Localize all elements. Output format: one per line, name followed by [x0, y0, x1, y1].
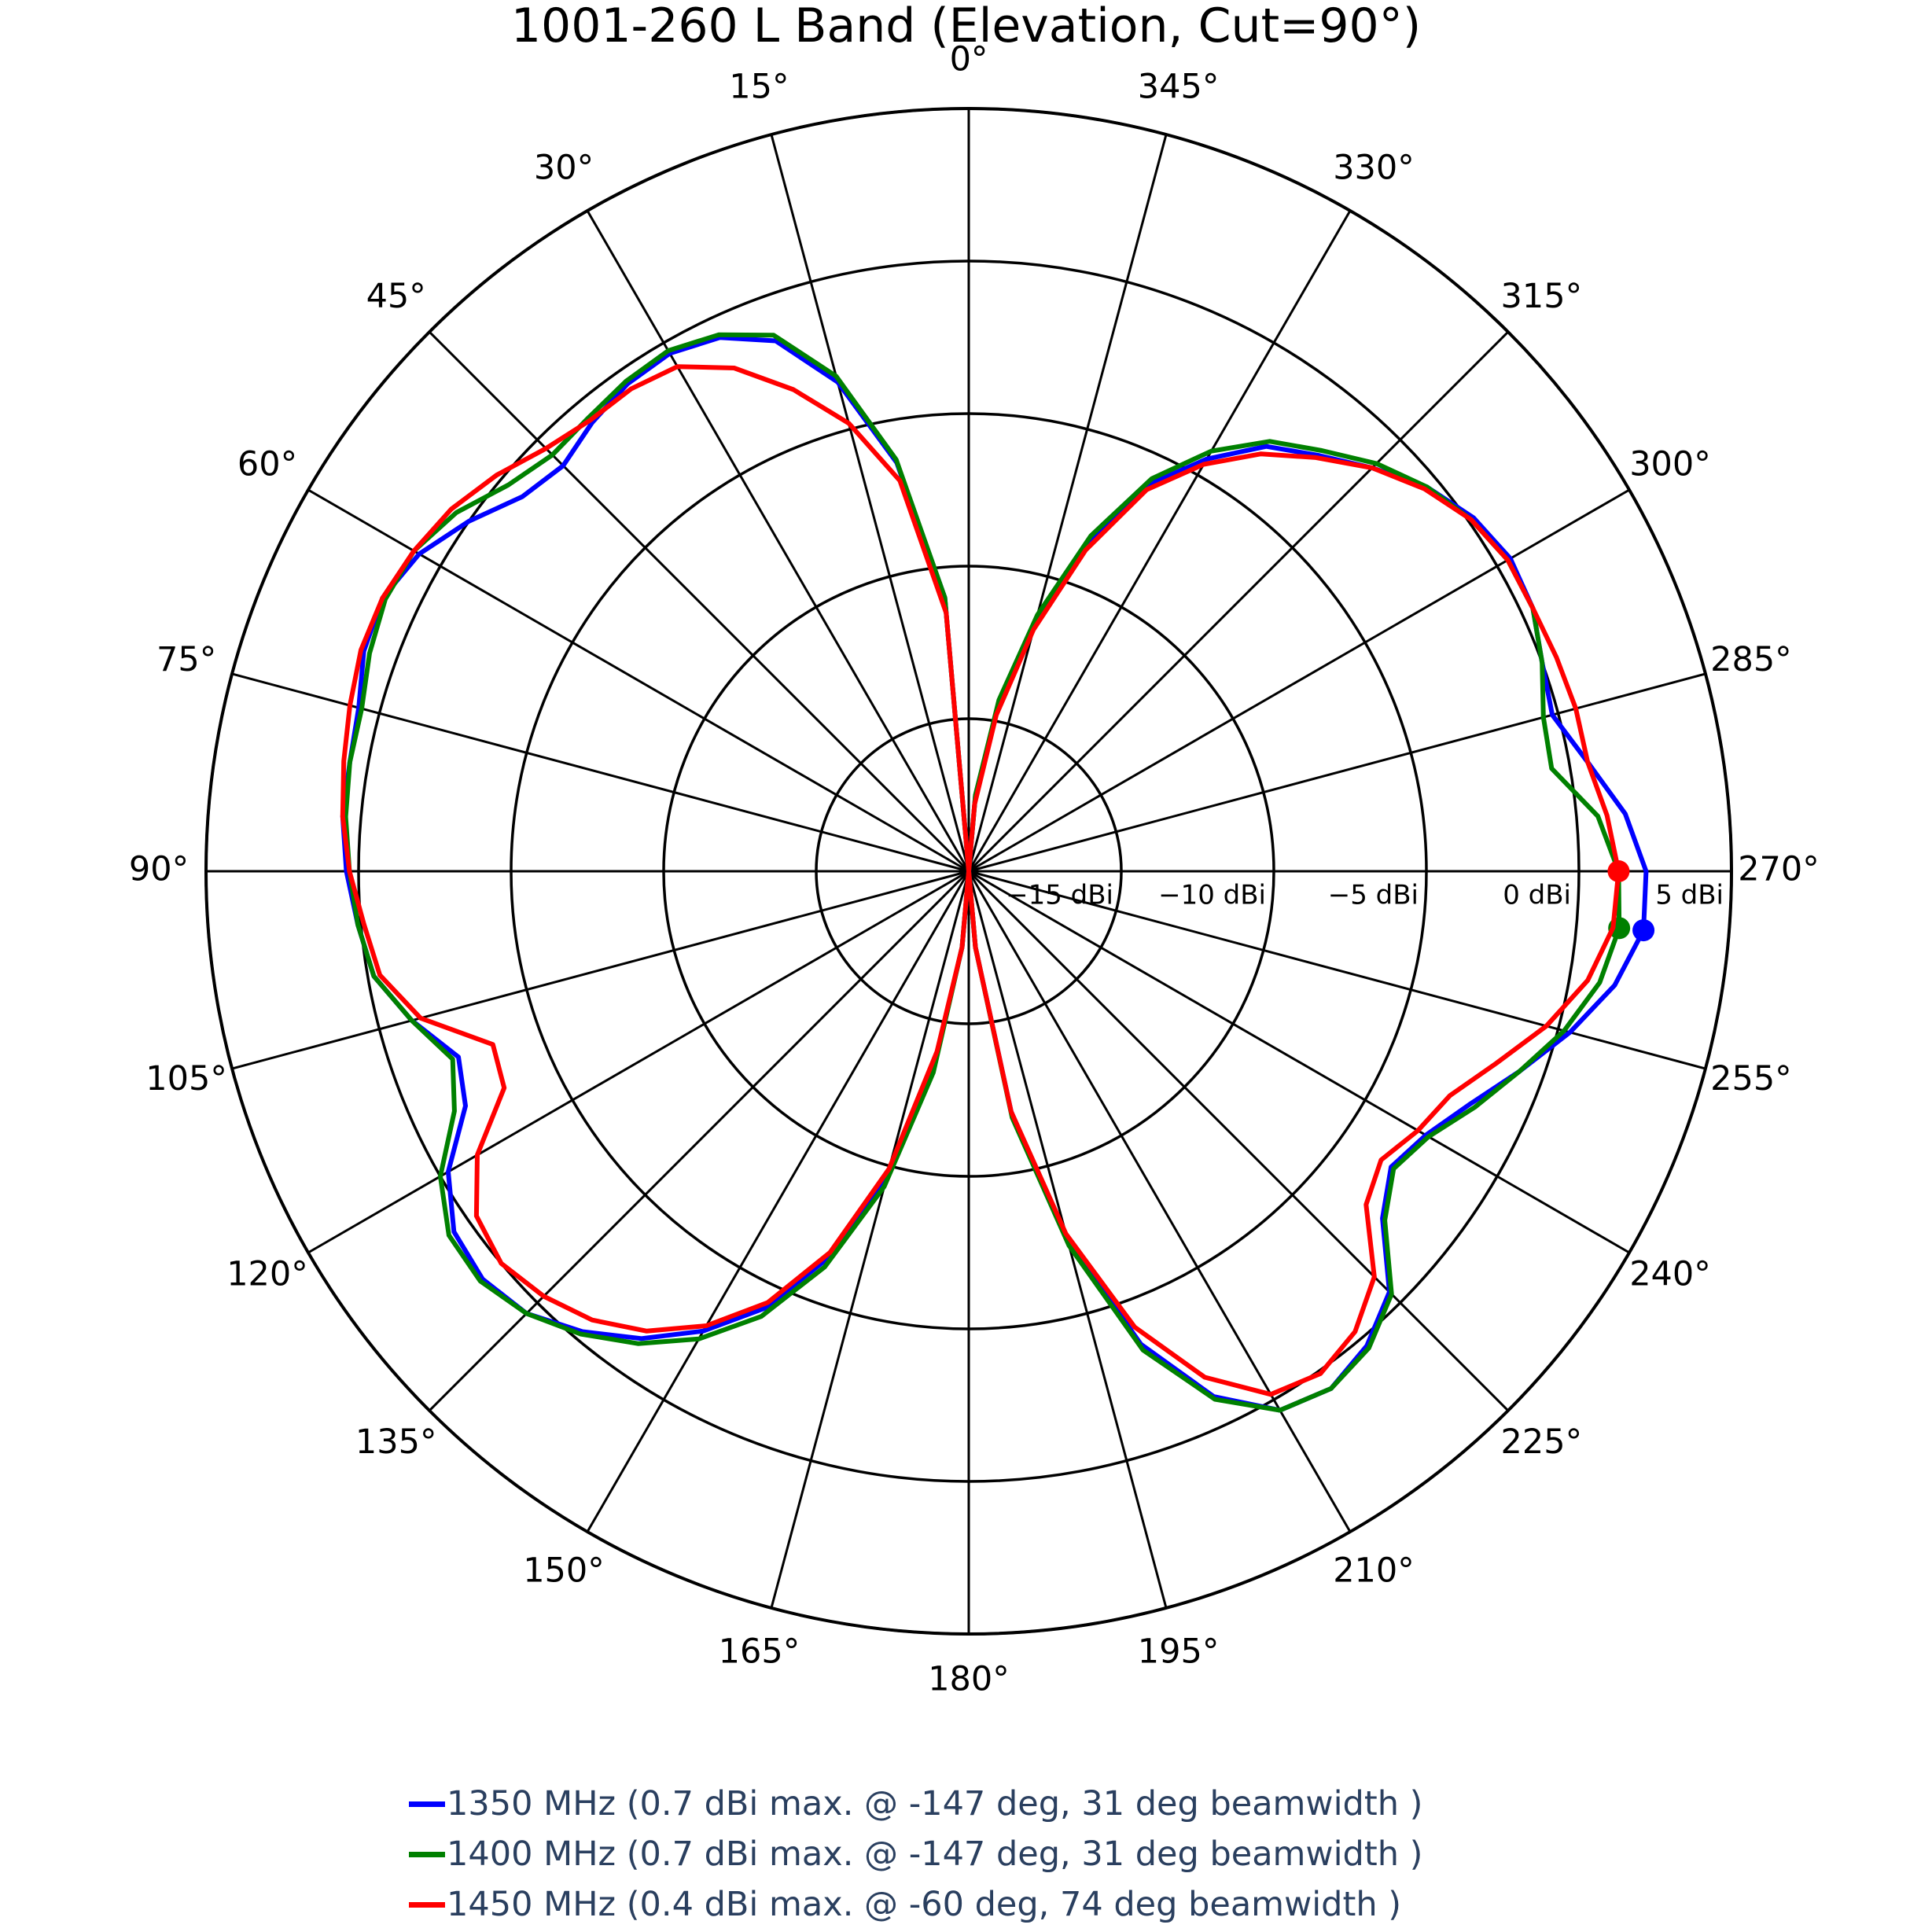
series-trace: [340, 364, 1621, 1397]
radial-tick-label: 5 dBi: [1655, 880, 1724, 911]
angular-gridline: [231, 672, 970, 873]
radial-tick-label: −15 dBi: [1006, 880, 1113, 911]
radial-gridline: [815, 717, 1123, 1025]
angular-gridline: [968, 672, 1706, 873]
angular-tick-label: 270°: [1738, 850, 1820, 889]
angular-tick-label: 135°: [355, 1422, 437, 1462]
angular-gridline: [429, 331, 970, 873]
angular-tick-label: 345°: [1138, 68, 1220, 107]
angular-tick-label: 300°: [1629, 445, 1711, 484]
angular-gridline: [967, 870, 1352, 1533]
angular-gridline: [429, 870, 970, 1411]
angular-tick-label: 315°: [1501, 277, 1583, 316]
legend-item[interactable]: 1400 MHz (0.7 dBi max. @ -147 deg, 31 de…: [409, 1829, 1422, 1879]
angular-gridline: [968, 870, 1630, 1254]
angular-tick-label: 165°: [719, 1632, 800, 1671]
series-trace: [343, 332, 1622, 1413]
radial-gridline: [662, 565, 1275, 1178]
legend-swatch: [409, 1901, 445, 1908]
angular-tick-label: 330°: [1333, 148, 1415, 187]
max-gain-marker: [1607, 860, 1630, 882]
angular-gridline: [307, 870, 970, 1254]
angular-tick-label: 180°: [928, 1660, 1010, 1699]
angular-tick-label: 105°: [145, 1059, 227, 1098]
angular-gridline: [967, 210, 1352, 872]
legend-swatch: [409, 1801, 445, 1807]
angular-tick-label: 75°: [156, 640, 216, 679]
series-layer: [340, 332, 1655, 1413]
angular-gridline: [770, 134, 970, 872]
angular-gridline: [770, 870, 970, 1609]
angular-tick-label: 0°: [950, 40, 988, 79]
legend-label: 1350 MHz (0.7 dBi max. @ -147 deg, 31 de…: [447, 1784, 1423, 1823]
legend-label: 1400 MHz (0.7 dBi max. @ -147 deg, 31 de…: [447, 1834, 1423, 1874]
max-gain-marker: [1632, 919, 1655, 942]
angular-gridline: [231, 870, 970, 1070]
angular-tick-label: 195°: [1138, 1632, 1220, 1671]
angular-tick-label: 240°: [1629, 1255, 1711, 1294]
angular-gridline: [586, 210, 970, 872]
angular-gridline: [307, 488, 970, 873]
angular-tick-label: 60°: [237, 445, 297, 484]
chart-title: 1001-260 L Band (Elevation, Cut=90°): [510, 0, 1422, 53]
polar-grid: [204, 107, 1733, 1636]
radial-tick-label: 0 dBi: [1503, 880, 1571, 911]
angular-gridline: [967, 870, 1509, 1411]
angular-tick-label: 120°: [226, 1255, 308, 1294]
angular-tick-label: 15°: [729, 68, 789, 107]
angular-tick-label: 285°: [1710, 640, 1792, 679]
legend-label: 1450 MHz (0.4 dBi max. @ -60 deg, 74 deg…: [447, 1885, 1402, 1924]
angular-tick-label: 150°: [523, 1551, 605, 1591]
angular-tick-label: 255°: [1710, 1059, 1792, 1098]
radial-gridline: [357, 259, 1581, 1483]
axis-labels: 0° 15° 30° 45° 60° 75° 90° 105° 120° 135° 150° 165°…: [129, 40, 1820, 1699]
angular-tick-label: 30°: [534, 148, 594, 187]
legend-swatch: [409, 1851, 445, 1857]
legend-item[interactable]: 1450 MHz (0.4 dBi max. @ -60 deg, 74 deg…: [409, 1879, 1422, 1930]
angular-gridline: [967, 331, 1509, 873]
radial-gridline: [510, 412, 1428, 1330]
angular-gridline: [586, 870, 970, 1533]
legend: 1350 MHz (0.7 dBi max. @ -147 deg, 31 de…: [409, 1779, 1422, 1930]
angular-tick-label: 90°: [129, 850, 189, 889]
radial-tick-label: −5 dBi: [1328, 880, 1419, 911]
outer-ring: [204, 107, 1733, 1636]
angular-gridline: [967, 134, 1168, 872]
angular-tick-label: 210°: [1333, 1551, 1415, 1591]
legend-item[interactable]: 1350 MHz (0.7 dBi max. @ -147 deg, 31 de…: [409, 1779, 1422, 1829]
angular-tick-label: 225°: [1501, 1422, 1583, 1462]
angular-gridline: [968, 870, 1706, 1070]
radial-tick-label: −10 dBi: [1158, 880, 1266, 911]
angular-tick-label: 45°: [366, 277, 426, 316]
angular-gridline: [968, 488, 1630, 873]
